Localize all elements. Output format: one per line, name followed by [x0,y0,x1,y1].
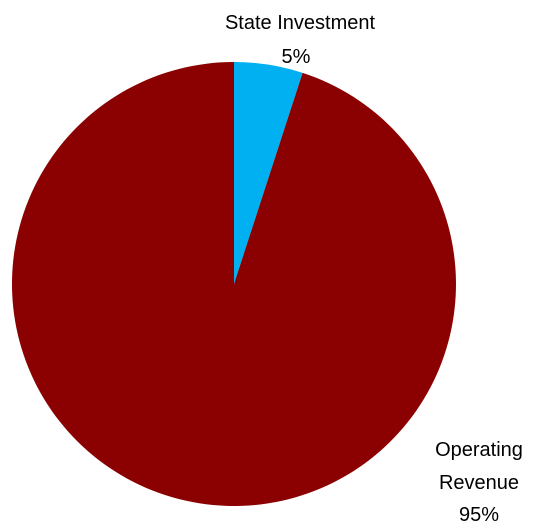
pie-slices [11,62,456,506]
pie-slice-state-investment [234,62,303,284]
slice-label-state-investment: State Investment [225,12,376,34]
slice-label-operating-revenue-line-1: Operating [435,439,523,461]
slice-value-state-investment: 5% [282,46,311,68]
slice-label-operating-revenue-line-2: Revenue [439,472,519,494]
slice-value-operating-revenue: 95% [459,504,499,525]
pie-slice-operating-revenue [11,62,456,506]
